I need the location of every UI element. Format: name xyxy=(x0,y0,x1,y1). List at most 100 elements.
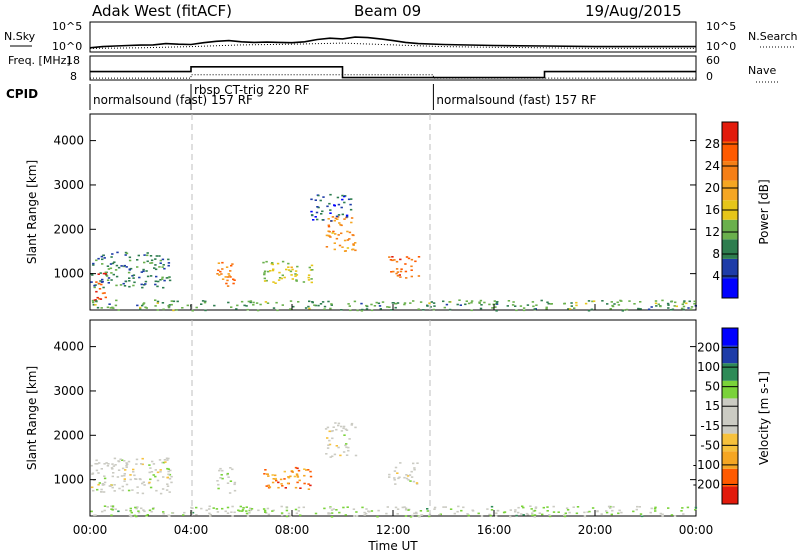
velocity-cell xyxy=(305,469,308,471)
power-cell xyxy=(307,305,310,308)
velocity-colorbar-label-1: -100 xyxy=(693,458,720,472)
velocity-cell xyxy=(110,505,113,507)
power-cell xyxy=(285,268,288,271)
velocity-cell xyxy=(607,505,611,508)
power-cell xyxy=(410,275,413,278)
power-cell xyxy=(132,284,135,287)
power-cell xyxy=(168,304,171,306)
power-colorbar-label-3: 16 xyxy=(705,203,720,217)
velocity-cell xyxy=(102,483,106,486)
velocity-cell xyxy=(363,514,366,516)
velocity-cell xyxy=(106,465,110,467)
velocity-cell xyxy=(347,449,350,452)
velocity-cell xyxy=(97,483,100,486)
x-axis-ticks: 00:00 04:00 08:00 12:00 16:00 20:00 00:00 xyxy=(73,304,714,537)
power-cell xyxy=(163,267,166,270)
power-cell xyxy=(265,279,268,282)
velocity-cell xyxy=(365,508,368,510)
power-cell xyxy=(128,259,132,262)
power-cell xyxy=(131,275,134,277)
frequency-series xyxy=(90,66,696,79)
power-cell xyxy=(535,304,538,306)
velocity-cell xyxy=(297,469,301,472)
power-cell xyxy=(343,201,346,204)
power-ytick-label-3: 4000 xyxy=(53,134,84,148)
power-cell xyxy=(398,274,401,276)
power-cell xyxy=(129,267,133,270)
power-cell xyxy=(139,308,142,311)
velocity-cell xyxy=(209,515,212,517)
power-cell xyxy=(633,303,636,305)
velocity-cell xyxy=(169,469,172,472)
velocity-region-5 xyxy=(90,505,698,518)
power-cell xyxy=(229,270,232,272)
power-cell xyxy=(592,300,596,302)
power-cell xyxy=(328,202,331,205)
cpid-label: CPID xyxy=(6,87,38,101)
power-cell xyxy=(340,206,343,209)
power-cell xyxy=(340,224,343,227)
power-cell xyxy=(584,302,588,305)
velocity-cell xyxy=(496,509,500,512)
velocity-cell xyxy=(96,463,99,465)
power-cell xyxy=(124,254,127,256)
velocity-cell xyxy=(121,485,124,488)
velocity-cell xyxy=(344,514,347,516)
power-cell xyxy=(203,301,207,304)
velocity-cell xyxy=(517,511,520,514)
power-cell xyxy=(570,305,573,307)
power-cell xyxy=(410,269,413,271)
power-cell xyxy=(327,225,331,228)
power-cell xyxy=(275,301,278,304)
velocity-cell xyxy=(330,430,333,433)
power-cell xyxy=(491,307,494,309)
power-cell xyxy=(227,301,230,304)
power-cell xyxy=(159,259,162,262)
power-cell xyxy=(321,210,324,213)
velocity-cell xyxy=(150,510,153,513)
power-cell xyxy=(459,304,462,306)
power-cell xyxy=(690,308,693,310)
power-cell xyxy=(252,301,255,304)
velocity-cell xyxy=(405,474,408,476)
power-cell xyxy=(394,302,397,305)
power-cell xyxy=(333,248,336,251)
velocity-cell xyxy=(416,462,419,464)
velocity-cell xyxy=(95,469,99,472)
power-cell xyxy=(227,273,230,275)
power-cell xyxy=(277,279,281,281)
power-cell xyxy=(92,304,95,306)
velocity-cell xyxy=(330,509,334,511)
velocity-cell xyxy=(92,489,95,492)
power-cell xyxy=(161,258,165,261)
power-cell xyxy=(264,301,268,303)
power-cell xyxy=(290,266,293,269)
velocity-cell xyxy=(393,479,396,481)
velocity-cell xyxy=(135,478,138,480)
power-cell xyxy=(456,303,459,306)
power-cell xyxy=(106,279,110,281)
velocity-cell xyxy=(152,507,155,509)
velocity-cell xyxy=(460,509,463,512)
power-cell xyxy=(693,303,696,305)
power-cell xyxy=(458,299,461,301)
power-region-7 xyxy=(91,299,697,312)
velocity-cell xyxy=(521,505,524,508)
velocity-cell xyxy=(563,515,567,518)
velocity-cell xyxy=(661,515,664,518)
x-tick-label-6: 00:00 xyxy=(679,523,714,537)
velocity-colorbar-label-0: -200 xyxy=(693,477,720,491)
velocity-cell xyxy=(159,471,162,473)
velocity-cell xyxy=(307,469,310,471)
power-cell xyxy=(119,284,123,286)
power-cell xyxy=(294,275,297,277)
power-cell xyxy=(335,237,339,240)
freq-left-label: Freq. [MHz] xyxy=(8,54,71,67)
power-cell xyxy=(365,304,368,307)
power-cell xyxy=(291,278,294,280)
power-cell xyxy=(443,306,446,309)
velocity-cell xyxy=(267,513,271,516)
power-cell xyxy=(317,304,320,307)
power-cell xyxy=(442,300,445,303)
power-cell xyxy=(204,309,207,312)
